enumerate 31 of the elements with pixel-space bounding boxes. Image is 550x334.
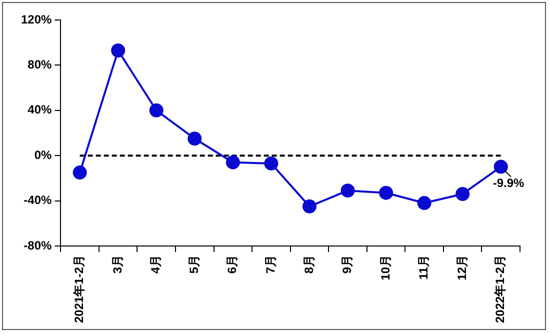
x-tick-label: 10月 [378,254,392,280]
y-tick-label: -40% [24,193,52,208]
y-tick-label: 40% [28,102,52,117]
point [494,160,508,174]
x-tick-label: 6月 [225,254,240,274]
y-tick-label: 120% [20,12,52,26]
point [188,132,202,146]
point [149,103,164,118]
point [379,186,394,200]
point [111,44,126,58]
x-tick-label: 4月 [148,254,163,274]
y-tick-label: 80% [28,58,52,72]
point [456,186,470,201]
point [264,156,278,170]
x-tick-label: 11月 [416,254,431,280]
point [302,199,316,214]
x-tick-label: 12月 [454,254,469,280]
x-tick-label: 2021年1-2月 [72,254,86,324]
x-tick-label: 3月 [110,254,124,274]
x-tick-label: 9月 [340,254,354,274]
x-tick-label: 2022年1-2月 [493,254,508,324]
x-tick-label: 5月 [186,254,201,274]
data-label: -9.9% [492,176,525,190]
y-tick-label: 0% [34,148,52,162]
x-tick-label: 7月 [264,254,278,274]
x-tick-label: 8月 [302,254,316,274]
y-tick-label: -80% [24,238,52,252]
point [226,155,240,170]
point [72,166,87,180]
point [417,196,432,210]
point [340,184,355,198]
